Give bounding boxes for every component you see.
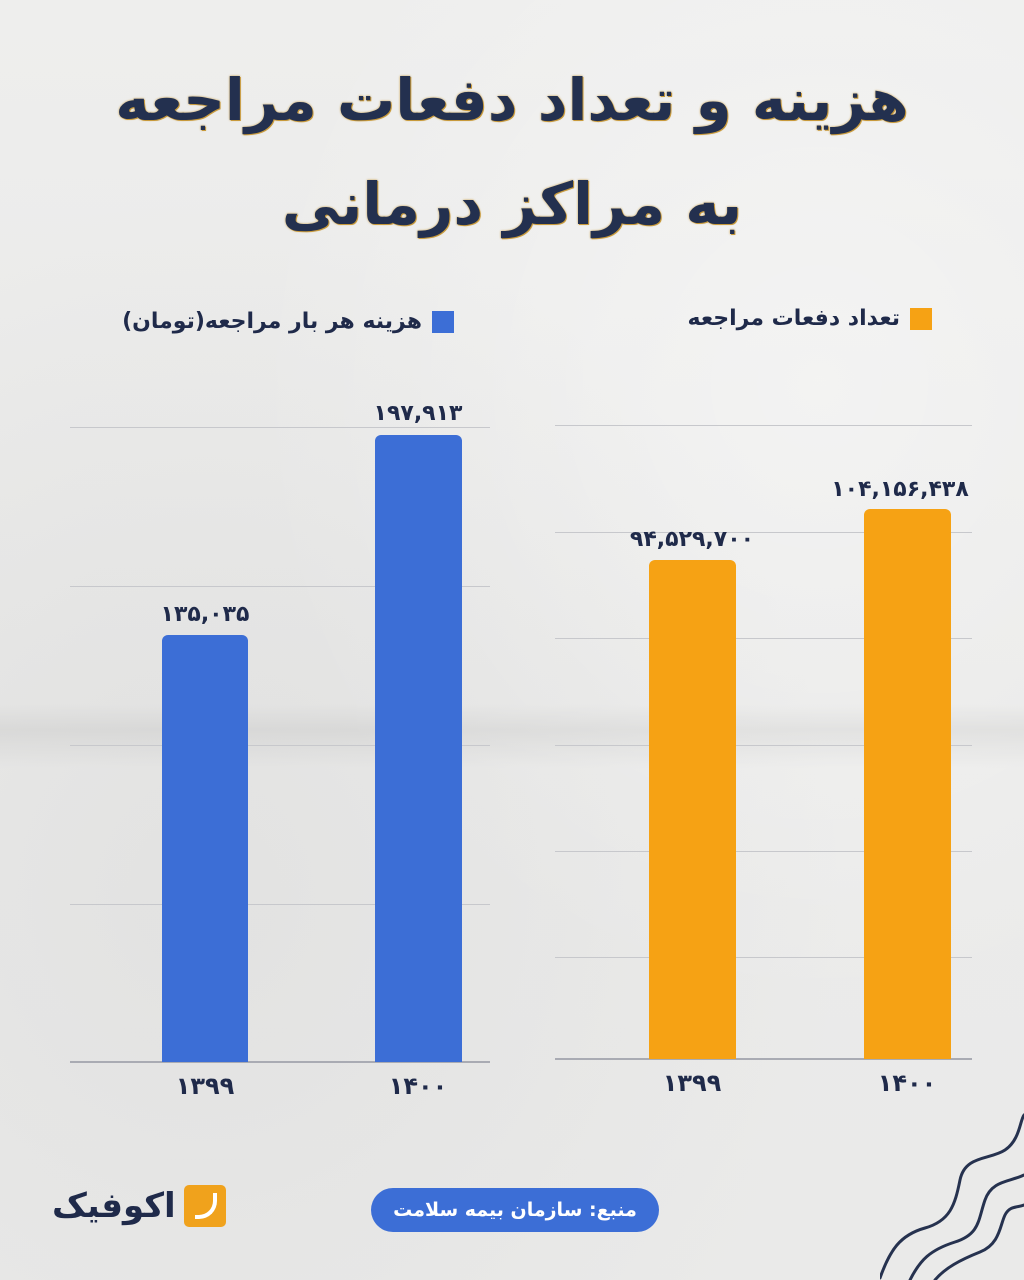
- gridline: [70, 745, 490, 746]
- legend-swatch-blue-icon: [432, 310, 454, 333]
- gridline: [555, 957, 972, 958]
- x-label-cost-1400: ۱۴۰۰: [388, 1072, 448, 1100]
- value-label-cost-1400: ۱۹۷,۹۱۳: [373, 401, 463, 426]
- gridline: [70, 427, 490, 428]
- bar-visits-1399: [649, 560, 736, 1059]
- legend-visits-label: تعداد دفعات مراجعه: [687, 306, 900, 331]
- bar-visits-1400: [864, 509, 951, 1059]
- gridline: [555, 532, 972, 533]
- bar-cost-1400: [375, 435, 462, 1062]
- value-label-visits-1400: ۱۰۴,۱۵۶,۴۳۸: [831, 477, 969, 502]
- decorative-waves-icon: [880, 1113, 1024, 1280]
- gridline: [555, 745, 972, 746]
- brand-logo: اکوفیک: [52, 1185, 226, 1227]
- value-label-visits-1399: ۹۴,۵۲۹,۷۰۰: [629, 527, 755, 552]
- x-axis: [555, 1058, 972, 1060]
- x-label-cost-1399: ۱۳۹۹: [175, 1072, 235, 1100]
- legend-visits: تعداد دفعات مراجعه: [688, 306, 932, 331]
- page-title-line-2: به مراکز درمانی: [281, 170, 743, 238]
- source-badge: منبع: سازمان بیمه سلامت: [371, 1188, 659, 1232]
- gridline: [555, 425, 972, 426]
- gridline: [555, 638, 972, 639]
- gridline: [70, 586, 490, 587]
- x-label-visits-1399: ۱۳۹۹: [662, 1069, 722, 1097]
- x-label-visits-1400: ۱۴۰۰: [877, 1069, 937, 1097]
- legend-swatch-orange-icon: [910, 307, 932, 330]
- gridline: [555, 851, 972, 852]
- x-axis: [70, 1061, 490, 1063]
- legend-cost: هزینه هر بار مراجعه(تومان): [122, 309, 454, 334]
- bar-cost-1399: [162, 635, 248, 1062]
- value-label-cost-1399: ۱۳۵,۰۳۵: [160, 602, 250, 627]
- page-title-line-1: هزینه و تعداد دفعات مراجعه: [115, 66, 909, 134]
- logo-wordmark: اکوفیک: [52, 1186, 176, 1226]
- legend-cost-label: هزینه هر بار مراجعه(تومان): [122, 309, 422, 334]
- logo-mark-icon: [183, 1185, 226, 1227]
- gridline: [70, 904, 490, 905]
